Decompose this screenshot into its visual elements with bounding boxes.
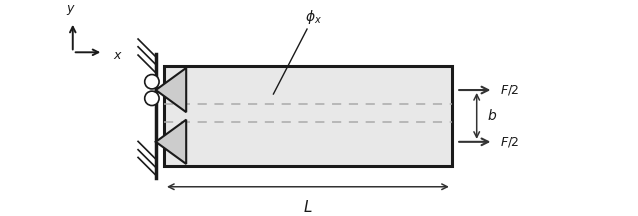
Text: $F/2$: $F/2$ bbox=[500, 83, 519, 97]
Text: $F/2$: $F/2$ bbox=[500, 135, 519, 149]
Text: $b$: $b$ bbox=[487, 108, 497, 123]
Polygon shape bbox=[156, 68, 186, 112]
Bar bbox=[164, 66, 452, 166]
Text: $L$: $L$ bbox=[303, 199, 313, 215]
Text: x: x bbox=[113, 49, 121, 62]
Text: $\phi_x$: $\phi_x$ bbox=[305, 8, 322, 26]
Polygon shape bbox=[156, 120, 186, 164]
Text: y: y bbox=[66, 2, 73, 15]
Circle shape bbox=[145, 75, 159, 89]
Circle shape bbox=[145, 91, 159, 106]
